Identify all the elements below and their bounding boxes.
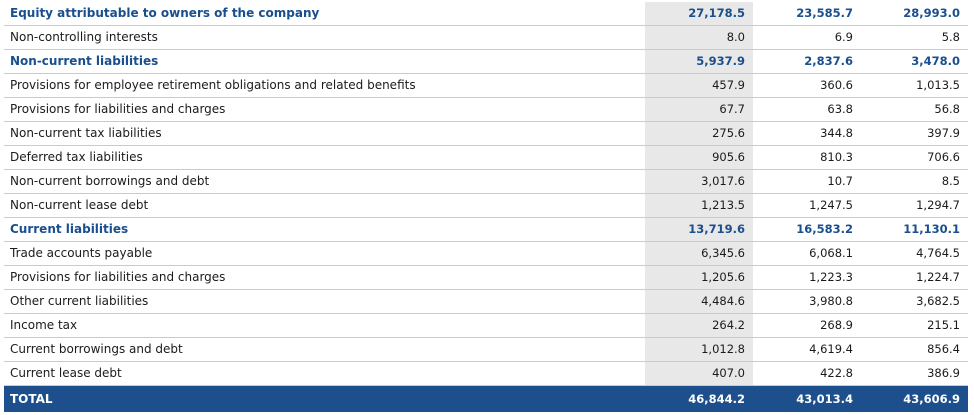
value-cell-col-3: 43,606.9	[903, 392, 960, 406]
value-cell-col-1: 8.0	[645, 26, 753, 49]
value-cell-col-1: 264.2	[645, 314, 753, 337]
table-row: Provisions for employee retirement oblig…	[4, 74, 968, 98]
total-row: TOTAL 46,844.2 43,013.4 43,606.9	[4, 386, 968, 412]
row-label: Non-controlling interests	[10, 30, 158, 44]
value-cell-col-2: 810.3	[820, 150, 853, 164]
value-cell-col-3: 3,682.5	[916, 294, 960, 308]
value-cell-col-3: 11,130.1	[903, 222, 960, 236]
table-row: Trade accounts payable 6,345.6 6,068.1 4,76…	[4, 242, 968, 266]
table-row: Non-current borrowings and debt 3,017.6 10…	[4, 170, 968, 194]
table-row: Current borrowings and debt 1,012.8 4,619.…	[4, 338, 968, 362]
value-cell-col-2: 43,013.4	[796, 392, 853, 406]
value-cell-col-1: 905.6	[645, 146, 753, 169]
value-cell-col-2: 360.6	[820, 78, 853, 92]
value-cell-col-3: 5.8	[941, 30, 960, 44]
table-row: Deferred tax liabilities 905.6 810.3 706.6	[4, 146, 968, 170]
value-cell-col-1: 3,017.6	[645, 170, 753, 193]
value-cell-col-2: 268.9	[820, 318, 853, 332]
value-cell-col-2: 344.8	[820, 126, 853, 140]
row-label: Deferred tax liabilities	[10, 150, 143, 164]
row-label: Trade accounts payable	[10, 246, 153, 260]
value-cell-col-1: 1,213.5	[645, 194, 753, 217]
section-heading-row: Current liabilities 13,719.6 16,583.2 11,13…	[4, 218, 968, 242]
value-cell-col-2: 422.8	[820, 366, 853, 380]
table-row: Non-current lease debt 1,213.5 1,247.5 1,29…	[4, 194, 968, 218]
value-cell-col-3: 856.4	[927, 342, 960, 356]
value-cell-col-2: 23,585.7	[796, 6, 853, 20]
value-cell-col-3: 1,224.7	[916, 270, 960, 284]
value-cell-col-2: 10.7	[827, 174, 853, 188]
row-label: Current borrowings and debt	[10, 342, 183, 356]
table-row: Non-controlling interests 8.0 6.9 5.8	[4, 26, 968, 50]
value-cell-col-3: 706.6	[927, 150, 960, 164]
row-label: Provisions for liabilities and charges	[10, 270, 226, 284]
table-row: Provisions for liabilities and charges 67…	[4, 98, 968, 122]
value-cell-col-2: 6.9	[834, 30, 853, 44]
table-row: Income tax 264.2 268.9 215.1	[4, 314, 968, 338]
value-cell-col-2: 16,583.2	[796, 222, 853, 236]
value-cell-col-1: 46,844.2	[645, 386, 753, 412]
row-label: Other current liabilities	[10, 294, 149, 308]
value-cell-col-2: 3,980.8	[809, 294, 853, 308]
value-cell-col-3: 1,294.7	[916, 198, 960, 212]
value-cell-col-1: 1,205.6	[645, 266, 753, 289]
value-cell-col-3: 1,013.5	[916, 78, 960, 92]
value-cell-col-2: 63.8	[827, 102, 853, 116]
row-label: Equity attributable to owners of the com…	[10, 6, 320, 20]
value-cell-col-3: 397.9	[927, 126, 960, 140]
value-cell-col-1: 27,178.5	[645, 2, 753, 25]
value-cell-col-3: 8.5	[941, 174, 960, 188]
row-label: Income tax	[10, 318, 78, 332]
row-label: Non-current lease debt	[10, 198, 149, 212]
table-row: Current lease debt 407.0 422.8 386.9	[4, 362, 968, 386]
row-label: Non-current borrowings and debt	[10, 174, 210, 188]
value-cell-col-1: 1,012.8	[645, 338, 753, 361]
value-cell-col-3: 4,764.5	[916, 246, 960, 260]
value-cell-col-3: 386.9	[927, 366, 960, 380]
balance-sheet-table: Equity attributable to owners of the com…	[4, 2, 968, 412]
value-cell-col-1: 67.7	[645, 98, 753, 121]
value-cell-col-1: 407.0	[645, 362, 753, 385]
value-cell-col-2: 1,247.5	[809, 198, 853, 212]
row-label: TOTAL	[10, 392, 53, 406]
section-heading-row: Equity attributable to owners of the com…	[4, 2, 968, 26]
row-label: Current liabilities	[10, 222, 129, 236]
row-label: Current lease debt	[10, 366, 122, 380]
value-cell-col-2: 6,068.1	[809, 246, 853, 260]
value-cell-col-2: 4,619.4	[809, 342, 853, 356]
value-cell-col-1: 275.6	[645, 122, 753, 145]
value-cell-col-3: 28,993.0	[903, 6, 960, 20]
value-cell-col-1: 13,719.6	[645, 218, 753, 241]
table-row: Provisions for liabilities and charges 1,…	[4, 266, 968, 290]
value-cell-col-2: 2,837.6	[804, 54, 853, 68]
value-cell-col-3: 56.8	[934, 102, 960, 116]
section-heading-row: Non-current liabilities 5,937.9 2,837.6 3,4…	[4, 50, 968, 74]
value-cell-col-3: 3,478.0	[911, 54, 960, 68]
table-row: Non-current tax liabilities 275.6 344.8 397…	[4, 122, 968, 146]
row-label: Non-current liabilities	[10, 54, 159, 68]
row-label: Provisions for employee retirement oblig…	[10, 78, 416, 92]
row-label: Provisions for liabilities and charges	[10, 102, 226, 116]
table-row: Other current liabilities 4,484.6 3,980.8 3…	[4, 290, 968, 314]
value-cell-col-1: 6,345.6	[645, 242, 753, 265]
value-cell-col-3: 215.1	[927, 318, 960, 332]
row-label: Non-current tax liabilities	[10, 126, 162, 140]
value-cell-col-1: 457.9	[645, 74, 753, 97]
value-cell-col-2: 1,223.3	[809, 270, 853, 284]
value-cell-col-1: 4,484.6	[645, 290, 753, 313]
value-cell-col-1: 5,937.9	[645, 50, 753, 73]
